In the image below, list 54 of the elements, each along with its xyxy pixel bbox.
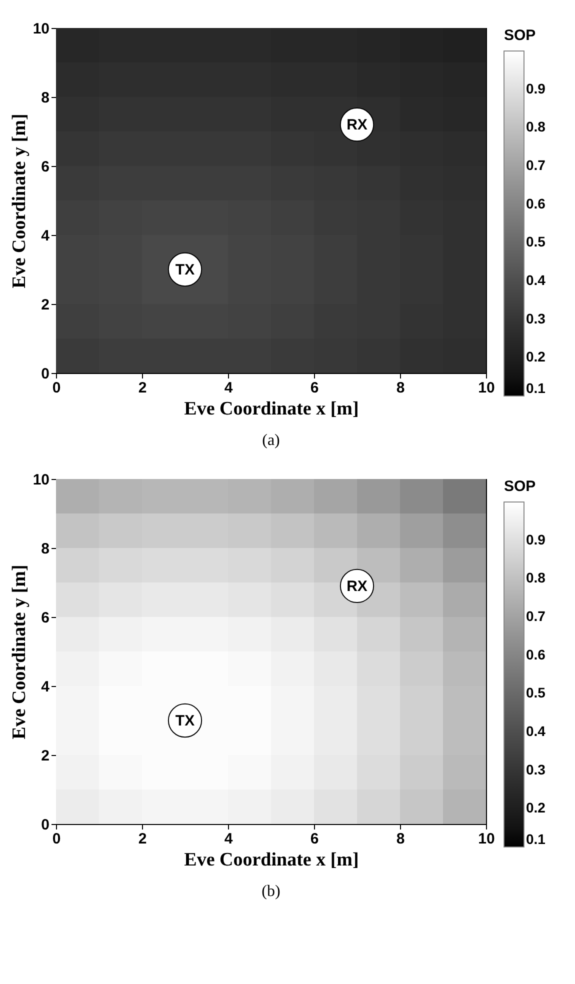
text: (b) <box>262 883 280 900</box>
y-tick-label: 6 <box>41 610 50 626</box>
color-bar-label: 0.5 <box>526 234 546 250</box>
x-axis-title: Eve Coordinate x [m] <box>184 398 359 420</box>
x-tick-label: 6 <box>310 380 319 396</box>
color-bar-label: 0.7 <box>526 157 546 173</box>
color-bar-label: 0.8 <box>526 118 546 135</box>
x-tick-label: 8 <box>396 830 405 848</box>
x-tick-label: 10 <box>478 830 495 848</box>
y-tick-label: 2 <box>41 296 50 314</box>
x-tick-label: 8 <box>396 380 405 396</box>
x-tick-label: 0 <box>52 380 61 396</box>
color-bar-label: 0.3 <box>526 761 546 778</box>
color-bar-label: 0.4 <box>526 723 546 739</box>
annotation: TX <box>175 712 195 730</box>
color-bar-label: 0.5 <box>526 684 546 701</box>
x-tick-label: 4 <box>224 830 234 848</box>
x-tick-label: 4 <box>224 380 234 396</box>
x-axis-title: Eve Coordinate x [m] <box>184 850 359 870</box>
annotation: RX <box>346 578 368 595</box>
color-bar-label: 0.2 <box>526 800 546 816</box>
y-tick-label: 4 <box>41 228 50 244</box>
annotation: RX <box>346 116 368 134</box>
x-tick-label: 10 <box>478 380 495 396</box>
y-tick-label: 10 <box>32 20 50 38</box>
color-bar-label: 0.6 <box>526 646 546 662</box>
color-bar-label: 0.2 <box>526 348 546 365</box>
color-bar-label: 0.8 <box>526 570 546 586</box>
color-bar-label: 0.6 <box>526 195 546 212</box>
x-tick-label: 2 <box>138 380 147 396</box>
color-bar-label: 0.1 <box>526 831 546 847</box>
y-axis-title: Eve Coordinate y [m] <box>8 114 30 288</box>
y-tick-label: 6 <box>41 158 50 176</box>
color-bar-label: 0.9 <box>526 80 546 96</box>
y-tick-label: 8 <box>41 540 50 558</box>
x-tick-label: 0 <box>52 830 61 848</box>
y-tick-label: 0 <box>41 816 50 834</box>
y-tick-label: 8 <box>41 90 50 106</box>
color-bar-label: 0.1 <box>526 380 546 396</box>
annotation: TX <box>175 262 195 278</box>
y-tick-label: 2 <box>41 748 50 764</box>
color-bar-label: 0.7 <box>526 608 546 624</box>
y-tick-label: 10 <box>32 472 50 488</box>
color-bar-label: 0.3 <box>526 310 546 326</box>
y-tick-label: 0 <box>41 366 50 382</box>
color-bar-title: SOP <box>504 27 536 44</box>
color-bar-label: 0.4 <box>526 272 546 288</box>
x-tick-label: 6 <box>310 830 319 848</box>
x-tick-label: 2 <box>138 830 147 848</box>
text: (a) <box>262 432 280 449</box>
color-bar-title: SOP <box>504 478 536 495</box>
y-axis-title: Eve Coordinate y [m] <box>8 564 30 740</box>
color-bar-label: 0.9 <box>526 531 546 548</box>
y-tick-label: 4 <box>41 678 50 696</box>
